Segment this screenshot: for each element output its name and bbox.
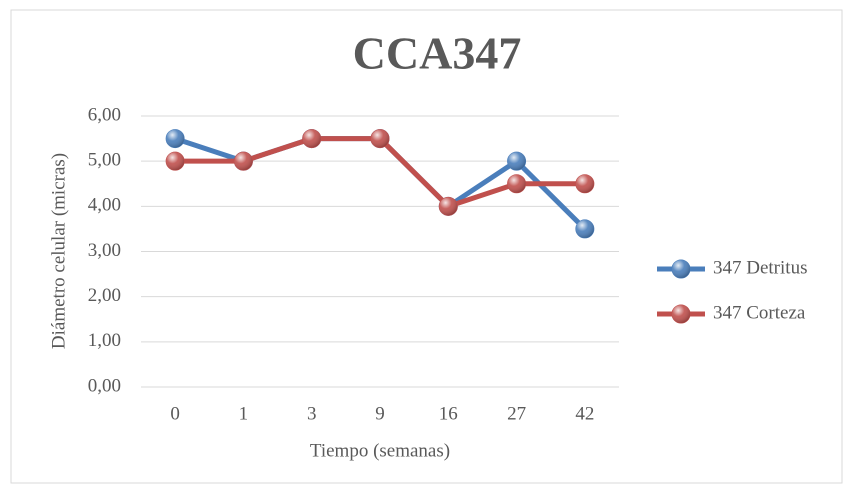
x-tick-label: 9 [375,403,385,424]
x-tick-label: 3 [307,403,317,424]
chart-frame [10,9,843,484]
legend-marker [671,259,691,279]
marker [438,196,458,216]
legend-label: 347 Corteza [713,302,806,323]
marker [302,129,322,149]
y-tick-label: 5,00 [88,150,121,171]
marker [370,129,390,149]
marker [507,174,527,194]
x-tick-label: 42 [575,403,594,424]
marker [165,129,185,149]
y-tick-label: 1,00 [88,330,121,351]
x-tick-label: 27 [507,403,526,424]
legend-label: 347 Detritus [713,257,807,278]
marker [233,151,253,171]
chart-title: CCA347 [353,28,522,79]
y-tick-label: 6,00 [88,104,121,125]
y-tick-label: 0,00 [88,375,121,396]
y-tick-label: 4,00 [88,195,121,216]
marker [165,151,185,171]
marker [507,151,527,171]
marker [575,219,595,239]
x-tick-label: 16 [439,403,458,424]
y-axis-label: Diámetro celular (micras) [48,153,69,349]
y-tick-label: 3,00 [88,240,121,261]
y-tick-label: 2,00 [88,285,121,306]
x-axis-label: Tiempo (semanas) [310,440,450,461]
x-tick-label: 1 [239,403,249,424]
legend-marker [671,304,691,324]
marker [575,174,595,194]
x-tick-label: 0 [170,403,180,424]
